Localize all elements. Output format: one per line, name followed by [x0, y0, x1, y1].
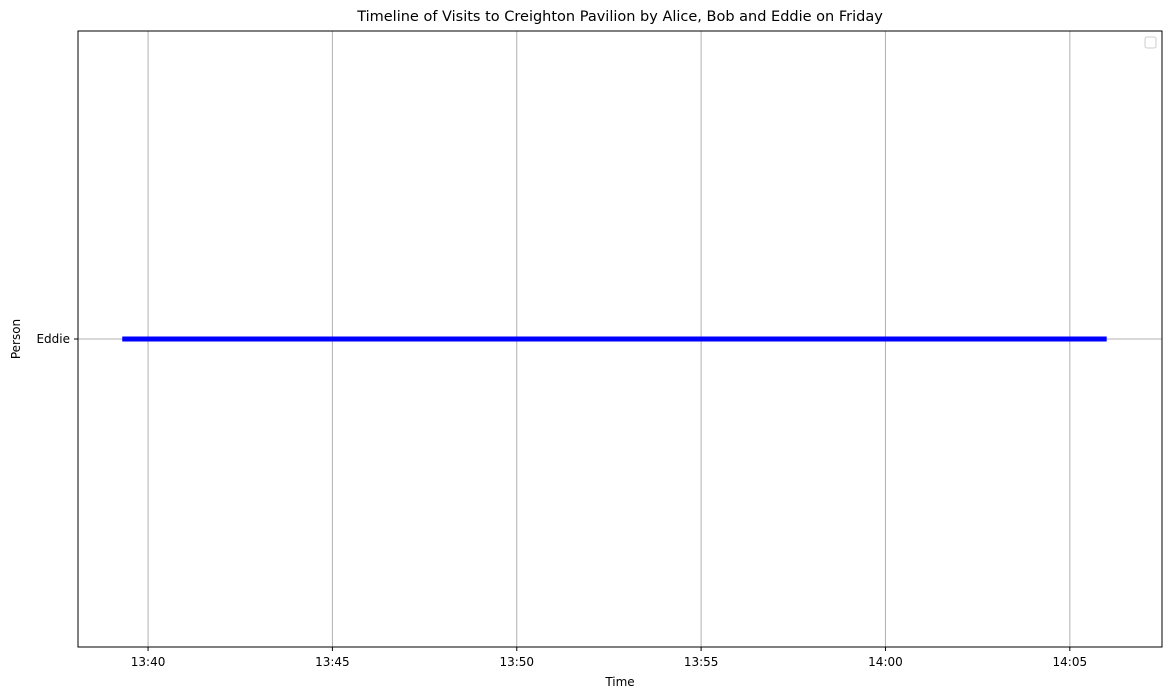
chart-title: Timeline of Visits to Creighton Pavilion…	[356, 9, 883, 25]
x-axis-ticks: 13:40 13:45 13:50 13:55 14:00 14:05	[131, 647, 1087, 669]
x-tick-label: 13:40	[131, 655, 166, 669]
x-tick-label: 13:45	[315, 655, 350, 669]
x-axis-label: Time	[604, 675, 634, 689]
x-tick-label: 13:50	[499, 655, 534, 669]
legend-box	[1144, 36, 1157, 49]
y-tick-label: Eddie	[36, 332, 70, 346]
y-axis-ticks: Eddie	[36, 332, 78, 346]
x-tick-label: 13:55	[684, 655, 719, 669]
y-axis-label: Person	[9, 319, 23, 359]
x-tick-label: 14:00	[868, 655, 903, 669]
x-tick-label: 14:05	[1053, 655, 1088, 669]
